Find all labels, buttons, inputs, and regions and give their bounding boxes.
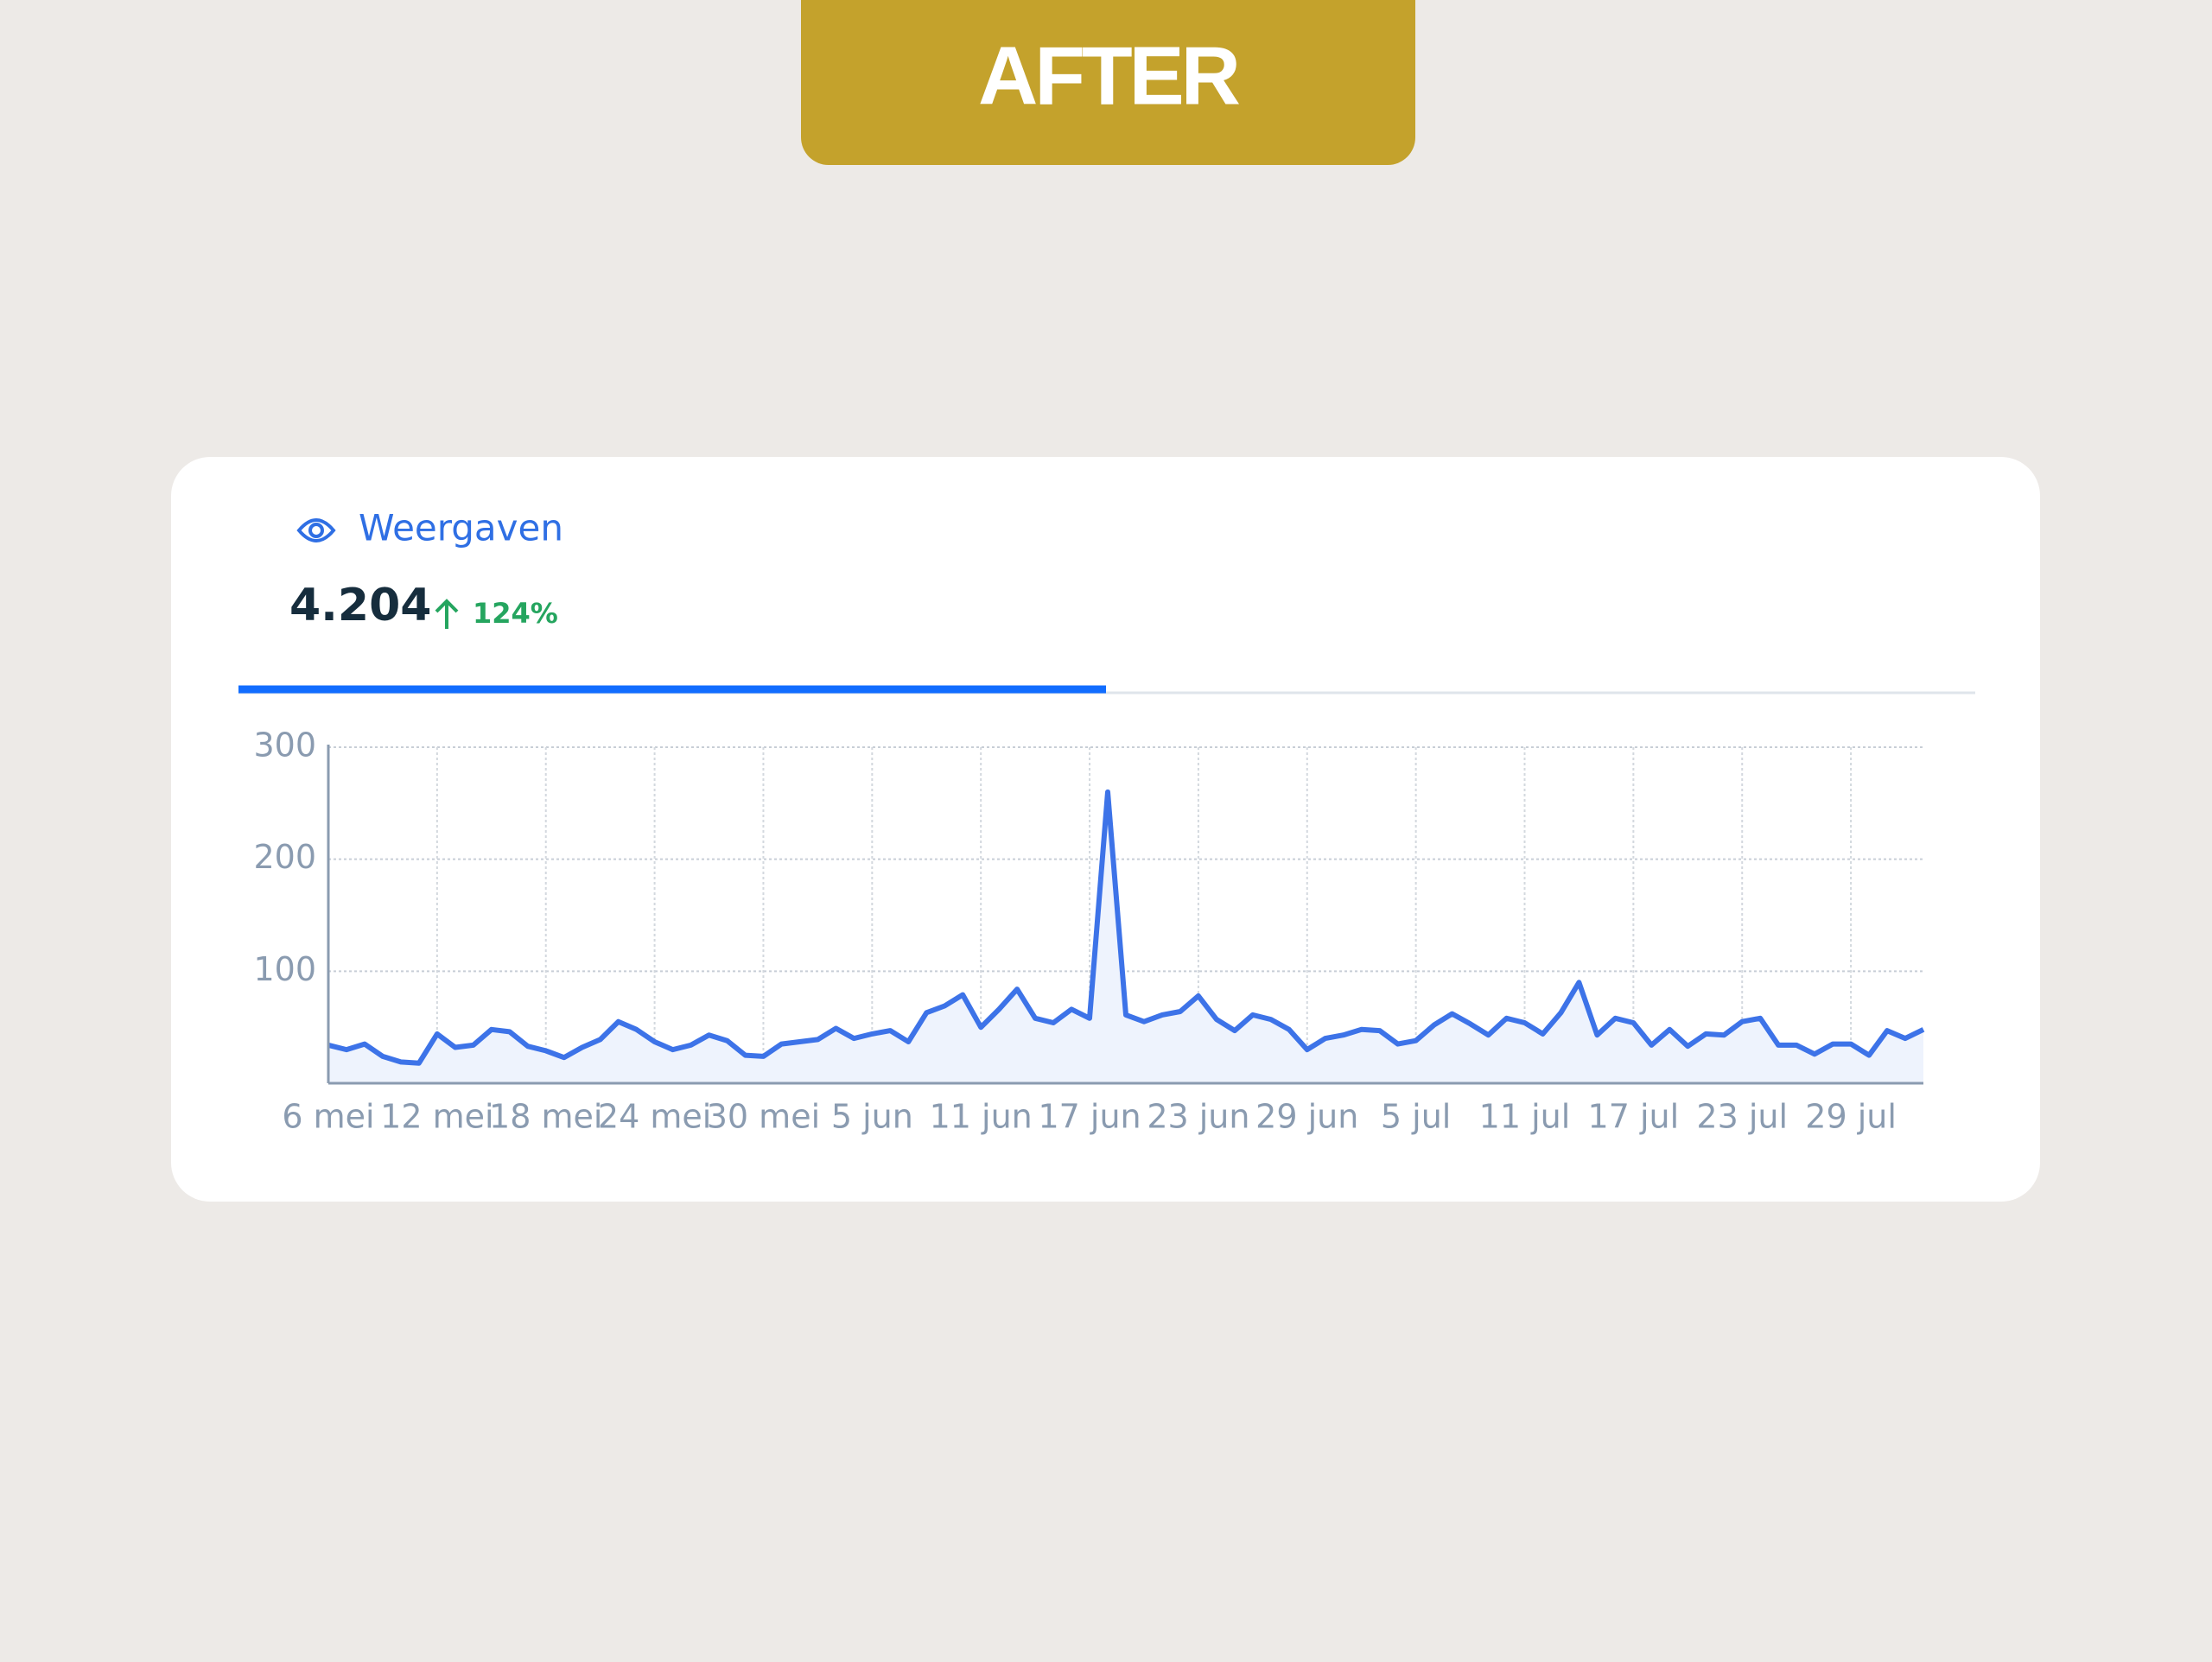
x-tick-label: 11 jul <box>1479 1098 1571 1136</box>
x-tick-label: 23 jul <box>1696 1098 1788 1136</box>
eye-icon <box>296 518 336 542</box>
x-tick-label: 5 jun <box>831 1098 913 1136</box>
x-tick-label: 5 jul <box>1381 1098 1451 1136</box>
x-tick-label: 29 jul <box>1805 1098 1897 1136</box>
metric-change: 124% <box>473 597 558 630</box>
x-tick-label: 29 jun <box>1255 1098 1358 1136</box>
x-tick-label: 24 mei <box>598 1098 711 1136</box>
banner <box>801 0 1415 165</box>
y-tick-label: 100 <box>253 950 316 988</box>
x-tick-label: 6 mei <box>282 1098 374 1136</box>
x-tick-label: 18 mei <box>489 1098 602 1136</box>
metric-label[interactable]: Weergaven <box>359 507 563 549</box>
metric-value: 4.204 <box>289 580 431 631</box>
up-arrow <box>435 599 459 629</box>
x-tick-label: 11 jun <box>930 1098 1033 1136</box>
y-tick-label: 200 <box>253 838 316 876</box>
x-tick-label: 17 jul <box>1588 1098 1680 1136</box>
x-tick-label: 17 jun <box>1038 1098 1141 1136</box>
y-tick-label: 300 <box>253 726 316 764</box>
line <box>327 789 1925 1066</box>
banner-title: AFTER <box>978 29 1240 122</box>
x-tick-label: 30 mei <box>707 1098 820 1136</box>
x-tick-label: 12 mei <box>380 1098 493 1136</box>
x-tick-label: 23 jun <box>1147 1098 1249 1136</box>
area-fill <box>328 791 1923 1083</box>
